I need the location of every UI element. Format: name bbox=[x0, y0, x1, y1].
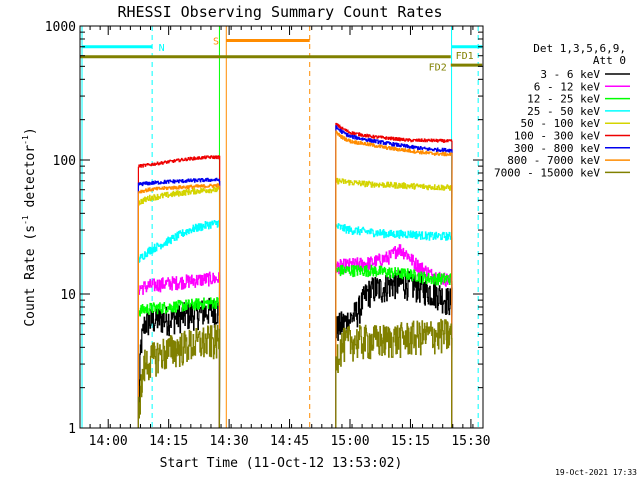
series-line bbox=[335, 318, 453, 429]
series-group bbox=[137, 122, 453, 429]
series-line bbox=[137, 186, 221, 429]
x-tick-label: 14:45 bbox=[270, 434, 309, 449]
y-label-part: Count Rate (s bbox=[23, 225, 38, 327]
series-line bbox=[335, 130, 453, 429]
series-line bbox=[335, 177, 453, 429]
flag-label: FD1 bbox=[456, 51, 474, 62]
legend-header-2: Att 0 bbox=[593, 54, 626, 67]
series-line bbox=[335, 125, 453, 429]
x-axis-label: Start Time (11-Oct-12 13:53:02) bbox=[160, 456, 403, 471]
x-tick-label: 14:00 bbox=[89, 434, 128, 449]
legend-entry-label: 800 - 7000 keV bbox=[507, 154, 600, 167]
legend-entry-label: 7000 - 15000 keV bbox=[494, 166, 600, 179]
series-line bbox=[137, 155, 221, 429]
legend-entry-label: 300 - 800 keV bbox=[514, 142, 600, 155]
flag-label: FD2 bbox=[429, 62, 447, 73]
x-tick-label: 15:00 bbox=[330, 434, 369, 449]
y-axis-label: Count Rate (s-1 detector-1) bbox=[21, 127, 38, 326]
series-line bbox=[137, 220, 221, 429]
series-line bbox=[137, 297, 221, 429]
x-tick-label: 14:30 bbox=[210, 434, 249, 449]
y-tick-label: 1000 bbox=[45, 20, 76, 35]
x-tick-label: 15:30 bbox=[451, 434, 490, 449]
series-line bbox=[137, 324, 221, 429]
series-line bbox=[137, 271, 221, 429]
y-tick-label: 1 bbox=[68, 422, 76, 437]
legend-header-1: Det 1,3,5,6,9, bbox=[533, 42, 626, 55]
y-tick-label: 10 bbox=[60, 288, 76, 303]
series-line bbox=[335, 223, 453, 429]
instrument-flags: N S FD1 FD2 bbox=[80, 36, 483, 73]
series-line bbox=[137, 177, 221, 429]
legend-entry-label: 50 - 100 keV bbox=[521, 117, 601, 130]
y-label-close: ) bbox=[23, 127, 38, 135]
x-axis: 14:00 14:15 14:30 14:45 15:00 15:15 15:30 bbox=[79, 26, 490, 449]
legend-entry-label: 100 - 300 keV bbox=[514, 130, 600, 143]
flag-label: S bbox=[213, 36, 219, 47]
y-label-part-2: detector bbox=[23, 145, 38, 216]
series-line bbox=[335, 264, 453, 429]
series-line bbox=[335, 122, 453, 429]
legend-entry-label: 12 - 25 keV bbox=[527, 93, 600, 106]
legend-entry-label: 3 - 6 keV bbox=[540, 68, 600, 81]
timestamp: 19-Oct-2021 17:33 bbox=[555, 468, 637, 477]
y-axis: 1 10 100 1000 bbox=[45, 20, 483, 437]
series-line bbox=[137, 183, 221, 429]
legend-entry-label: 6 - 12 keV bbox=[534, 80, 601, 93]
y-label-sup: -1 bbox=[21, 215, 30, 225]
y-label-sup-2: -1 bbox=[21, 135, 30, 145]
flag-label: N bbox=[159, 43, 165, 54]
y-tick-label: 100 bbox=[53, 154, 76, 169]
x-tick-label: 15:15 bbox=[391, 434, 430, 449]
chart-title: RHESSI Observing Summary Count Rates bbox=[117, 3, 442, 21]
legend-entry-label: 25 - 50 keV bbox=[527, 105, 600, 118]
x-tick-label: 14:15 bbox=[149, 434, 188, 449]
